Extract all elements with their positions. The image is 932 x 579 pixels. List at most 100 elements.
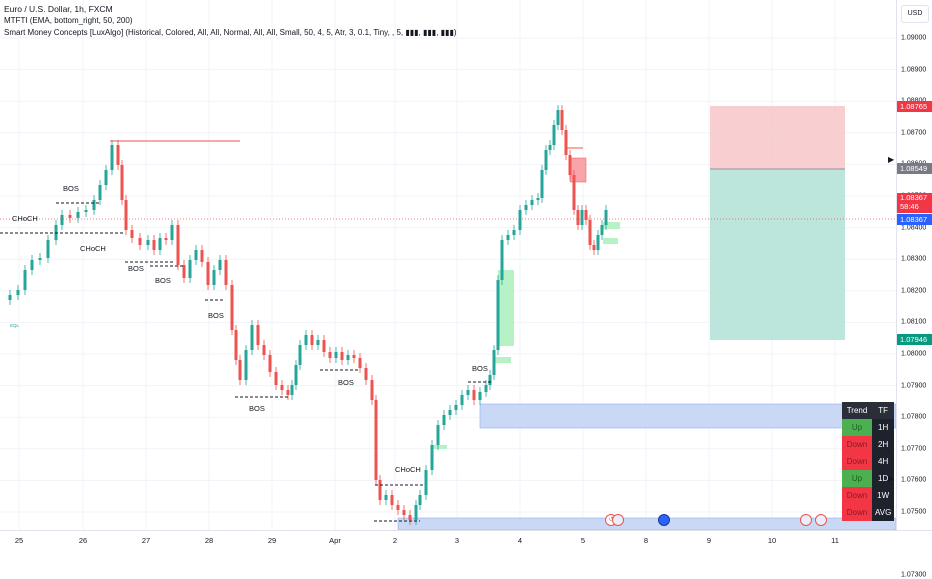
candle-body <box>200 250 204 262</box>
zones-layer <box>397 106 896 530</box>
timeframe-value: AVG <box>872 504 895 521</box>
candle-body <box>334 352 338 358</box>
fair-value-gap <box>603 222 620 229</box>
candle-body <box>328 352 332 358</box>
eu-flag-icon[interactable] <box>658 514 670 526</box>
expand-right-icon[interactable]: ▶ <box>888 155 895 164</box>
candle-body <box>396 505 400 510</box>
bos-label: BOS <box>155 276 171 285</box>
candle-body <box>346 355 350 360</box>
candle-body <box>244 350 248 380</box>
candle-body <box>604 210 608 225</box>
candle-body <box>110 145 114 170</box>
candle-body <box>552 125 556 145</box>
candle-body <box>596 235 600 250</box>
structure-lines-layer <box>0 140 896 522</box>
candle-body <box>430 445 434 470</box>
table-row: Down 2H <box>842 436 895 453</box>
choch-label: CHoCH <box>395 465 421 474</box>
time-tick-label: 9 <box>706 536 712 545</box>
price-tick-label: 1.07800 <box>901 413 927 421</box>
eql-label: EQL <box>10 323 20 328</box>
timeframe-value: 1D <box>872 470 895 487</box>
expand-right-icon[interactable]: ▶ <box>888 474 895 483</box>
candle-body <box>448 410 452 415</box>
candle-body <box>84 210 88 212</box>
candle-body <box>46 240 50 258</box>
candle-body <box>76 212 80 218</box>
candle-body <box>294 365 298 385</box>
candle-body <box>592 245 596 250</box>
candle-body <box>188 260 192 278</box>
candle-body <box>124 200 128 230</box>
trend-value: Down <box>842 504 872 521</box>
candle-body <box>138 238 142 245</box>
table-row: Up 1H <box>842 419 895 436</box>
candle-body <box>158 238 162 250</box>
candle-body <box>496 280 500 350</box>
stop-loss-zone <box>710 106 845 169</box>
candle-body <box>492 350 496 375</box>
us-flag-icon[interactable] <box>800 514 812 526</box>
candle-body <box>286 390 290 395</box>
candle-body <box>512 230 516 235</box>
indicator-smc-label[interactable]: Smart Money Concepts [LuxAlgo] (Historic… <box>4 28 457 37</box>
candle-body <box>16 290 20 295</box>
us-flag-icon[interactable] <box>612 514 624 526</box>
chart-area[interactable]: Euro / U.S. Dollar, 1h, FXCM MTFTI (EMA,… <box>0 0 896 530</box>
candle-body <box>370 380 374 400</box>
chart-legend: Euro / U.S. Dollar, 1h, FXCM MTFTI (EMA,… <box>4 3 457 39</box>
candle-body <box>60 215 64 225</box>
time-scale[interactable]: 25 26 27 28 29 Apr 2 3 4 5 8 9 10 11 <box>0 530 932 551</box>
candle-body <box>256 325 260 345</box>
trend-value: Down <box>842 487 872 504</box>
candle-body <box>176 225 180 265</box>
candle-body <box>280 385 284 390</box>
candle-body <box>460 395 464 405</box>
target-price-tag: 1.07946 <box>897 334 932 345</box>
candle-body <box>576 210 580 225</box>
candle-body <box>584 210 588 220</box>
us-flag-icon[interactable] <box>815 514 827 526</box>
candle-body <box>436 425 440 445</box>
candle-body <box>408 515 412 520</box>
price-chart[interactable] <box>0 0 896 530</box>
candle-body <box>478 392 482 400</box>
fair-value-gap <box>493 357 511 363</box>
trend-table: Trend TF Up 1H Down 2H Down 4H Up 1D Dow… <box>842 402 895 521</box>
candle-body <box>104 170 108 185</box>
candle-body <box>352 355 356 358</box>
time-tick-label: 29 <box>267 536 277 545</box>
candle-body <box>218 260 222 270</box>
candle-body <box>564 130 568 155</box>
time-tick-label: 26 <box>78 536 88 545</box>
price-tick-label: 1.09000 <box>901 34 927 42</box>
currency-button[interactable]: USD <box>901 5 929 23</box>
candle-body <box>402 510 406 515</box>
fair-value-gap <box>433 445 447 449</box>
price-scale[interactable]: USD 1.090001.089001.088001.087001.086001… <box>896 0 932 579</box>
trend-value: Down <box>842 436 872 453</box>
candle-body <box>120 165 124 200</box>
candle-body <box>384 495 388 500</box>
candle-body <box>580 210 584 225</box>
candles-layer <box>8 105 608 525</box>
candle-body <box>424 470 428 495</box>
fair-value-gap <box>603 238 618 244</box>
price-tick-label: 1.08100 <box>901 318 927 326</box>
bos-label: BOS <box>338 378 354 387</box>
price-tick-label: 1.08700 <box>901 129 927 137</box>
candle-body <box>544 150 548 170</box>
candle-body <box>600 225 604 235</box>
tf-header: TF <box>872 402 895 419</box>
candle-body <box>250 325 254 350</box>
indicator-mtfti-label[interactable]: MTFTI (EMA, bottom_right, 50, 200) <box>4 16 133 25</box>
candle-body <box>556 110 560 125</box>
time-tick-label: 3 <box>454 536 460 545</box>
candle-body <box>524 205 528 210</box>
candle-body <box>238 360 242 380</box>
supply-zone <box>569 157 587 183</box>
bos-label: BOS <box>63 184 79 193</box>
candle-body <box>310 335 314 345</box>
candle-body <box>518 210 522 230</box>
